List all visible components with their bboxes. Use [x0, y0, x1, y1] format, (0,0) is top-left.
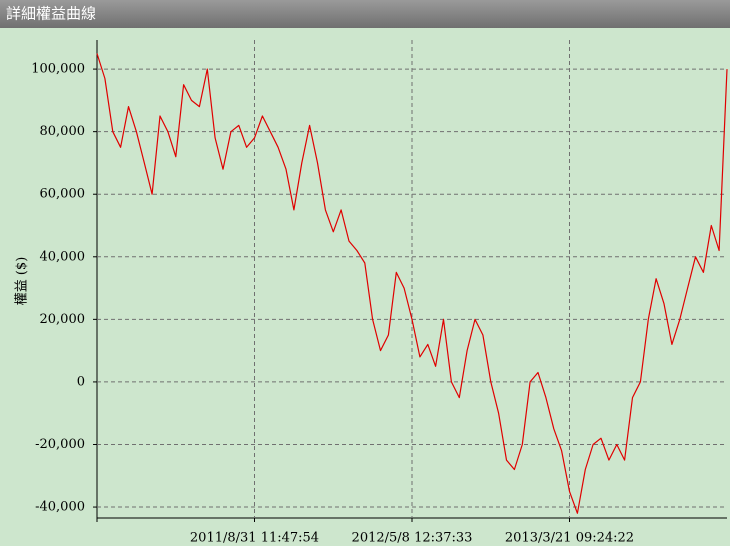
title-bar	[0, 0, 730, 28]
equity-line	[96, 53, 728, 514]
y-tick-label: 40,000	[40, 249, 86, 264]
x-tick-label: 2011/8/31 11:47:54	[190, 531, 319, 546]
y-axis-label: 權益 ($)	[15, 257, 30, 306]
x-tick-label: 2012/5/8 12:37:33	[352, 531, 473, 546]
x-tick-label: 2013/3/21 09:24:22	[505, 531, 634, 546]
y-tick-label: 100,000	[31, 62, 85, 77]
y-tick-label: -40,000	[35, 500, 85, 515]
chart-title: 詳細權益曲線	[6, 5, 96, 23]
y-tick-label: -20,000	[35, 437, 85, 452]
y-tick-label: 60,000	[40, 187, 86, 202]
y-tick-label: 0	[77, 374, 85, 389]
y-tick-label: 20,000	[40, 312, 86, 327]
y-tick-label: 80,000	[40, 124, 86, 139]
